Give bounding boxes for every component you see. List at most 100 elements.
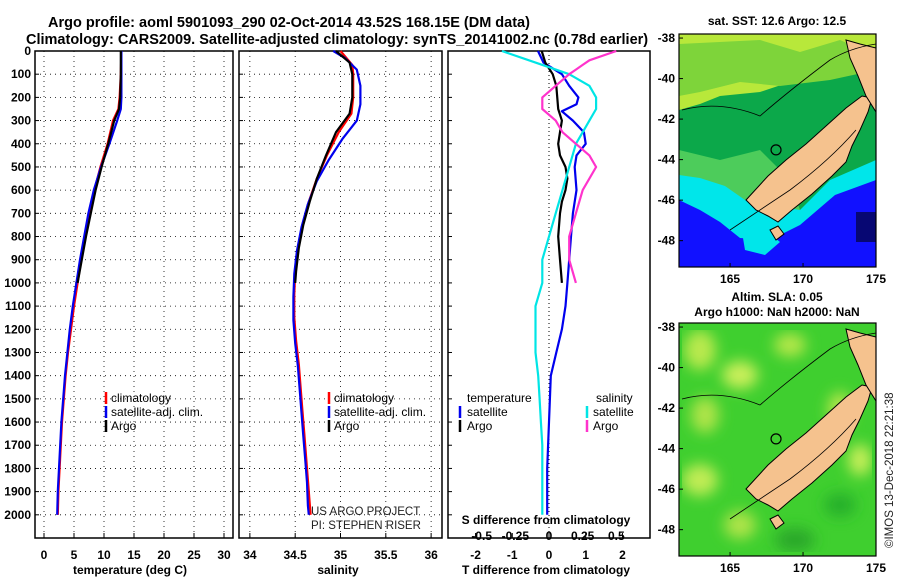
- sst-map-title: sat. SST: 12.6 Argo: 12.5: [708, 14, 847, 28]
- sla-blotch: [724, 511, 756, 539]
- credit-project: US ARGO PROJECT: [311, 506, 420, 518]
- x2-tick-label: -0.5: [471, 529, 492, 543]
- figure-title-line1: Argo profile: aoml 5901093_290 02-Oct-20…: [48, 15, 530, 31]
- south-island-land: [745, 384, 873, 512]
- x2-tick-label: 0.25: [571, 529, 595, 543]
- sst-map-frame: [678, 33, 877, 268]
- map-lat-label: -42: [658, 401, 676, 415]
- north-island-land: [845, 39, 876, 113]
- sla-blotch: [691, 397, 719, 433]
- stewart-island-land: [769, 225, 785, 241]
- series-line-satellite-adj-clim-: [56, 51, 123, 515]
- legend-climatology-label: climatology: [334, 391, 394, 405]
- credit-pi: PI: STEPHEN RISER: [311, 520, 421, 532]
- depth-tick-label: 1100: [5, 299, 31, 313]
- x-tick-label: 10: [97, 548, 111, 562]
- legend-satellite-label: satellite-adj. clim.: [334, 405, 426, 419]
- difference-legend: temperature satellite Argo salinity sate…: [458, 391, 634, 433]
- salinity-panel-frame: [238, 50, 443, 539]
- x-tick-label: -1: [507, 548, 518, 562]
- depth-tick-label: 700: [11, 206, 31, 220]
- series-line-temperature-satellite: [537, 50, 587, 515]
- depth-tick-label: 1800: [4, 461, 31, 475]
- difference-panel-frame: [447, 50, 651, 539]
- legend-salinity-title: salinity: [596, 391, 633, 405]
- sla-blotch: [682, 464, 718, 496]
- series-line-salinity-satellite: [501, 49, 598, 515]
- legend-temp-satellite-label: satellite: [467, 405, 508, 419]
- sla-blotch: [722, 361, 758, 389]
- map-lon-label: 175: [866, 561, 886, 575]
- x-tick-label: 15: [127, 548, 141, 562]
- stewart-island-land: [769, 514, 785, 530]
- depth-tick-label: 1200: [4, 322, 31, 336]
- sst-argo-location-marker: [770, 144, 782, 156]
- depth-axis: 0 100 200 300 400 500 600 700 800 900 1000 1100 1200…: [4, 44, 452, 522]
- s-difference-axis-label: S difference from climatology: [462, 513, 631, 527]
- salinity-legend: climatology satellite-adj. clim. Argo: [327, 391, 426, 433]
- depth-tick-label: 1500: [4, 392, 31, 406]
- south-island-land: [745, 95, 873, 223]
- sst-cold-band: [679, 180, 876, 267]
- temperature-axis-label: temperature (deg C): [73, 563, 187, 577]
- map-lat-label: -40: [658, 72, 676, 86]
- map-lon-label: 170: [793, 272, 813, 286]
- sst-map: [679, 34, 876, 267]
- map-lat-label: -44: [658, 153, 676, 167]
- legend-satellite-label: satellite-adj. clim.: [111, 405, 203, 419]
- series-line-argo: [76, 51, 122, 284]
- depth-tick-label: 800: [11, 230, 31, 244]
- series-line-argo: [294, 50, 354, 283]
- sla-map-axes: 165 170 175 -48 -46 -44 -42 -40 -38: [658, 320, 887, 575]
- map-lon-label: 175: [866, 272, 886, 286]
- sla-map-frame: [678, 322, 877, 557]
- legend-climatology-label: climatology: [111, 391, 171, 405]
- legend-argo-label: Argo: [334, 419, 360, 433]
- map-lat-label: -46: [658, 193, 676, 207]
- depth-tick-label: 100: [11, 67, 31, 81]
- depth-tick-label: 900: [11, 253, 31, 267]
- map-lon-label: 170: [793, 561, 813, 575]
- depth-tick-label: 1300: [4, 345, 31, 359]
- temperature-panel-frame: [34, 50, 234, 539]
- map-lat-label: -44: [658, 442, 676, 456]
- x2-tick-label: -0.25: [502, 529, 530, 543]
- x-tick-label: 20: [157, 548, 171, 562]
- series-line-satellite-adj-clim-: [292, 50, 362, 515]
- sla-blotch: [824, 493, 856, 517]
- x-tick-label: 25: [187, 548, 201, 562]
- sst-depth-contour: [681, 43, 876, 231]
- depth-tick-label: 2000: [4, 508, 31, 522]
- sla-blotch: [774, 333, 806, 357]
- x-tick-label: 2: [619, 548, 626, 562]
- x-tick-label: 1: [582, 548, 589, 562]
- series-line-temperature-argo: [540, 50, 569, 283]
- series-line-climatology: [56, 50, 123, 515]
- sla-map-title: Altim. SLA: 0.05: [731, 290, 823, 304]
- depth-tick-label: 1000: [4, 276, 31, 290]
- legend-temperature-title: temperature: [467, 391, 532, 405]
- sst-warm-patch: [679, 40, 876, 96]
- x-tick-label: 5: [71, 548, 78, 562]
- x-tick-label: -2: [470, 548, 481, 562]
- sst-map-axes: 165 170 175 -48 -46 -44 -42 -40 -38: [658, 31, 887, 286]
- x-tick-label: 36: [424, 548, 438, 562]
- map-lat-label: -48: [658, 523, 676, 537]
- map-lat-label: -48: [658, 234, 676, 248]
- temperature-plot: 0 5 10 15 20 25 30: [35, 50, 233, 562]
- map-lon-label: 165: [720, 561, 740, 575]
- figure-title-line2: Climatology: CARS2009. Satellite-adjuste…: [26, 32, 648, 48]
- sla-depth-contour: [681, 332, 876, 520]
- x-tick-label: 35.5: [374, 548, 398, 562]
- map-lat-label: -38: [658, 320, 676, 334]
- depth-tick-label: 500: [11, 160, 31, 174]
- x-tick-label: 34: [243, 548, 257, 562]
- north-island-land: [845, 328, 876, 402]
- depth-tick-label: 200: [11, 90, 31, 104]
- depth-tick-label: 600: [11, 183, 31, 197]
- depth-tick-label: 400: [11, 137, 31, 151]
- sla-blotch: [848, 444, 872, 476]
- depth-tick-label: 0: [24, 44, 31, 58]
